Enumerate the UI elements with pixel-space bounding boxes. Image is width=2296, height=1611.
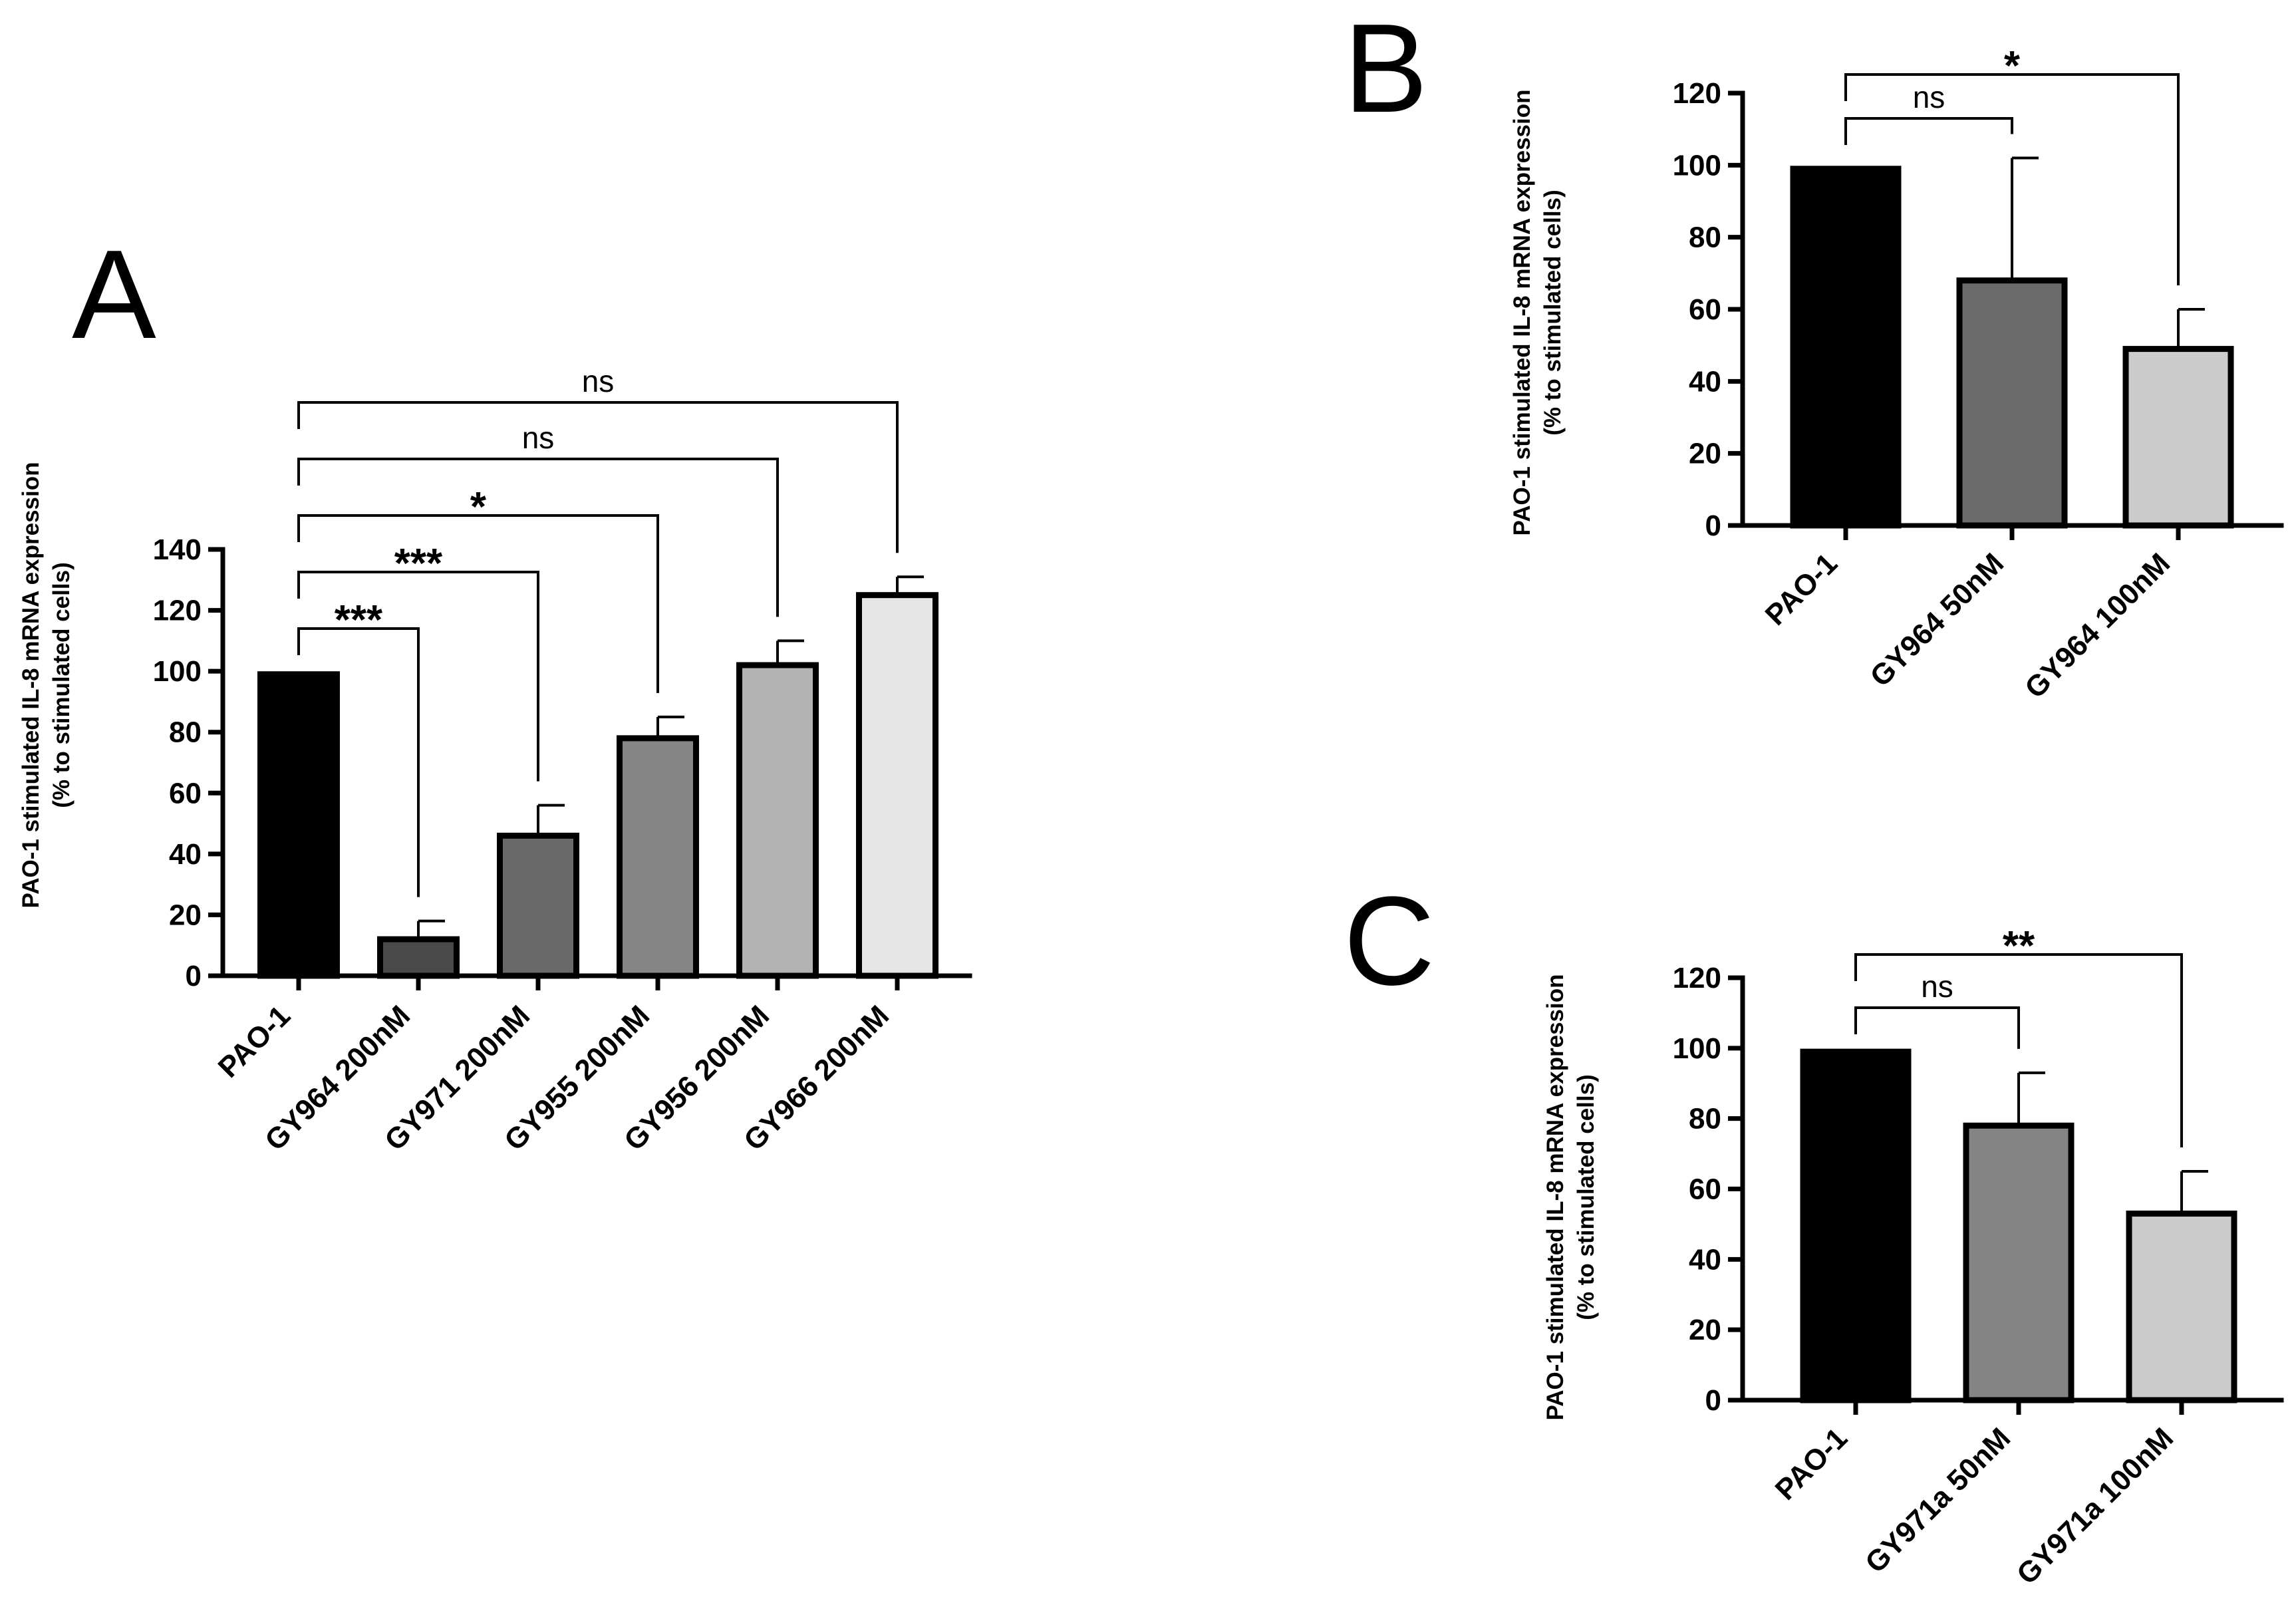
bar-a-3: [617, 735, 699, 979]
significance-bracket-b-1: [1844, 73, 2180, 285]
bar-c-0: [1800, 1048, 1912, 1403]
y-axis-label-group-b: PAO-1 stimulated IL-8 mRNA expression (%…: [1509, 90, 1566, 536]
y-axis-label-a: PAO-1 stimulated IL-8 mRNA expression: [18, 462, 44, 909]
bar-b-2: [2122, 346, 2234, 529]
bar-a-1: [377, 936, 460, 979]
panel-label-a: A: [72, 224, 156, 365]
y-tick-label-b-20: 20: [1689, 438, 1721, 470]
y-axis-label-b: PAO-1 stimulated IL-8 mRNA expression: [1509, 90, 1535, 536]
significance-bracket-a-1: [297, 571, 539, 782]
bar-b-0: [1790, 166, 1902, 529]
y-axis-label-group-c: PAO-1 stimulated IL-8 mRNA expression (%…: [1542, 974, 1599, 1421]
significance-label-a-3: ns: [522, 420, 555, 455]
y-tick-label-a-60: 60: [169, 777, 202, 809]
y-tick-label-a-20: 20: [169, 899, 202, 931]
y-axis-label-group-a: PAO-1 stimulated IL-8 mRNA expression (%…: [18, 462, 74, 909]
y-axis-sublabel-b: (% to stimulated cells): [1540, 190, 1566, 436]
panel-label-c: C: [1344, 871, 1435, 1012]
category-label-b-1: GY964 50nM: [1864, 547, 2010, 693]
y-axis-sublabel-a: (% to stimulated cells): [49, 562, 74, 808]
significance-bracket-a-2: [297, 514, 659, 693]
y-tick-label-b-80: 80: [1689, 221, 1721, 254]
y-tick-label-a-0: 0: [186, 960, 202, 992]
y-tick-label-a-80: 80: [169, 716, 202, 749]
significance-label-b-1: *: [2004, 43, 2021, 89]
significance-bracket-c-1: [1854, 953, 2183, 1148]
bar-c-1: [1963, 1122, 2075, 1403]
y-tick-label-c-60: 60: [1689, 1173, 1721, 1206]
significance-bracket-a-0: [297, 627, 420, 897]
y-tick-label-c-100: 100: [1673, 1032, 1721, 1065]
y-tick-label-a-140: 140: [153, 533, 202, 566]
significance-label-a-1: ***: [394, 541, 443, 587]
significance-label-b-0: ns: [1913, 80, 1945, 114]
chart-panel-b: B PAO-1 stimulated IL-8 mRNA expression …: [1344, 0, 2284, 704]
significance-bracket-b-0: [1844, 117, 2013, 145]
y-tick-label-b-100: 100: [1673, 149, 1721, 182]
significance-bracket-a-3: [297, 458, 779, 617]
significance-label-a-0: ***: [335, 597, 383, 643]
bar-a-4: [736, 662, 819, 979]
y-axis-label-c: PAO-1 stimulated IL-8 mRNA expression: [1542, 974, 1568, 1421]
significance-bracket-c-0: [1854, 1006, 2020, 1049]
y-tick-label-c-20: 20: [1689, 1314, 1721, 1346]
y-tick-label-a-120: 120: [153, 595, 202, 627]
y-tick-label-b-60: 60: [1689, 293, 1721, 326]
category-label-b-2: GY964 100nM: [2019, 547, 2176, 704]
y-tick-label-c-0: 0: [1705, 1384, 1721, 1417]
panel-label-b: B: [1344, 0, 1428, 139]
category-label-b-0: PAO-1: [1759, 547, 1844, 631]
y-tick-label-b-40: 40: [1689, 365, 1721, 398]
bar-a-0: [257, 671, 340, 979]
y-tick-label-a-40: 40: [169, 838, 202, 871]
y-tick-label-b-120: 120: [1673, 77, 1721, 110]
category-label-c-2: GY971a 100nM: [2011, 1421, 2180, 1590]
plot-area-b: 0 20 40 60 80 100 120 PAO-1 GY964 50nM GY964 100n…: [1673, 43, 2284, 704]
chart-panel-c: C PAO-1 stimulated IL-8 mRNA expression …: [1344, 871, 2284, 1591]
y-tick-label-c-40: 40: [1689, 1243, 1721, 1276]
category-label-c-1: GY971a 50nM: [1859, 1421, 2017, 1579]
y-tick-label-a-100: 100: [153, 655, 202, 688]
bar-a-5: [856, 592, 938, 979]
bar-a-2: [497, 832, 579, 979]
y-tick-label-c-120: 120: [1673, 962, 1721, 994]
chart-panel-a: A PAO-1 stimulated IL-8 mRNA expression …: [18, 224, 972, 1157]
significance-bracket-a-4: [297, 401, 899, 553]
significance-label-c-0: ns: [1921, 969, 1953, 1004]
significance-label-a-2: *: [470, 484, 487, 530]
bar-c-2: [2126, 1211, 2237, 1403]
significance-label-c-1: **: [2003, 923, 2035, 969]
y-tick-label-c-80: 80: [1689, 1103, 1721, 1135]
bar-b-1: [1956, 277, 2068, 529]
y-axis-sublabel-c: (% to stimulated cells): [1573, 1074, 1599, 1320]
significance-label-a-4: ns: [582, 364, 615, 398]
y-tick-label-b-0: 0: [1705, 510, 1721, 542]
category-label-a-0: PAO-1: [212, 999, 297, 1084]
category-label-c-0: PAO-1: [1769, 1421, 1854, 1506]
